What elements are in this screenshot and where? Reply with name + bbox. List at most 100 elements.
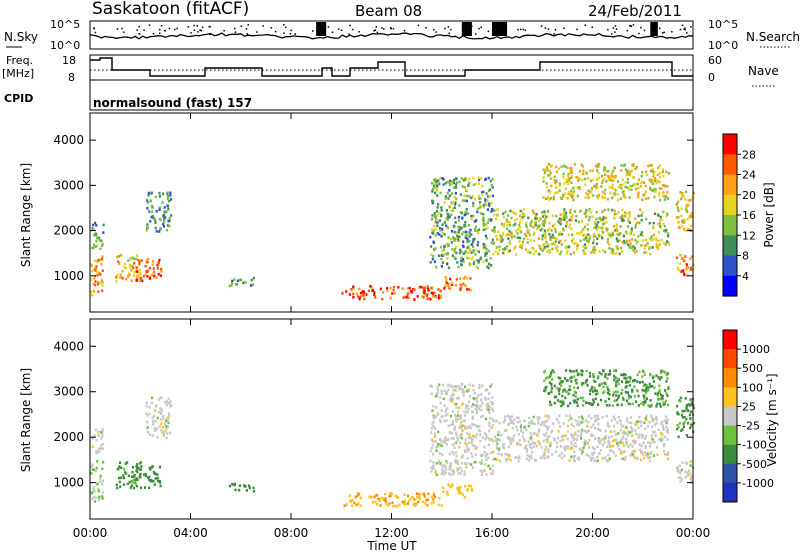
power-echo-cell [683, 228, 686, 231]
velocity-echo-cell [585, 381, 588, 385]
colorbar-block [723, 463, 737, 484]
power-echo-cell [433, 186, 436, 189]
power-echo-cell [595, 228, 598, 232]
velocity-echo-cell [165, 403, 168, 407]
velocity-echo-cell [448, 466, 451, 469]
power-echo-cell [644, 197, 647, 200]
colorbar-tick-label: 24 [742, 169, 756, 182]
power-echo-cell [484, 200, 487, 204]
velocity-echo-cell [489, 467, 492, 470]
power-colorbar-blocks [723, 134, 737, 297]
power-echo-cell [677, 268, 680, 272]
velocity-echo-cell [558, 387, 561, 391]
power-echo-cell [507, 249, 510, 253]
velocity-echo-cell [616, 390, 619, 394]
velocity-echo-cell [619, 422, 622, 426]
velocity-echo-cell [635, 420, 638, 424]
velocity-echo-cell [546, 456, 549, 459]
velocity-echo-cell [689, 478, 692, 481]
velocity-echo-cell [446, 461, 449, 465]
velocity-echo-cell [662, 401, 665, 404]
power-echo-region [135, 257, 163, 283]
velocity-echo-cell [608, 372, 612, 376]
velocity-echo-cell [101, 428, 104, 431]
velocity-echo-cell [638, 370, 641, 374]
power-echo-cell [582, 238, 586, 241]
velocity-echo-cell [96, 450, 99, 454]
velocity-echo-region [115, 460, 143, 490]
power-echo-cell [494, 209, 497, 212]
velocity-echo-cell [529, 436, 532, 440]
velocity-echo-cell [456, 459, 459, 463]
colorbar-block [723, 275, 737, 297]
power-echo-cell [433, 225, 436, 228]
velocity-echo-cell [654, 423, 657, 426]
velocity-echo-cell [480, 408, 483, 412]
power-echo-cell [499, 235, 502, 238]
power-echo-cell [608, 185, 611, 189]
power-echo-cell [158, 230, 161, 233]
power-echo-cell [505, 233, 508, 237]
velocity-echo-cell [661, 433, 664, 436]
velocity-echo-cell [630, 421, 633, 425]
power-echo-cell [558, 233, 561, 236]
velocity-echo-cell [637, 426, 640, 430]
velocity-echo-cell [449, 399, 452, 402]
velocity-echo-cell [638, 443, 641, 446]
power-echo-cell [549, 197, 553, 200]
power-echo-cell [146, 223, 149, 226]
velocity-echo-cell [430, 385, 433, 388]
power-echo-cell [453, 248, 456, 251]
velocity-echo-cell [681, 428, 684, 431]
velocity-echo-cell [557, 436, 560, 440]
velocity-colorbar-label: Velocity [m s⁻¹] [765, 373, 779, 466]
velocity-echo-cell [127, 474, 130, 478]
power-echo-cell [591, 215, 594, 218]
power-echo-cell [565, 180, 569, 184]
power-echo-cell [487, 249, 491, 253]
power-echo-cell [455, 278, 458, 281]
velocity-echo-cell [451, 420, 455, 423]
velocity-echo-cell [441, 383, 445, 387]
power-echo-cell [536, 225, 539, 228]
power-echo-cell [482, 224, 485, 227]
power-echo-cell [429, 297, 432, 301]
power-echo-cell [665, 191, 668, 195]
velocity-echo-cell [169, 400, 172, 403]
velocity-echo-cell [586, 442, 589, 445]
power-echo-cell [466, 288, 469, 291]
velocity-echo-cell [515, 425, 518, 429]
power-echo-cell [600, 234, 603, 238]
velocity-echo-cell [449, 462, 452, 465]
power-echo-cell [444, 285, 447, 288]
velocity-echo-cell [415, 503, 418, 506]
x-tick-label: 00:00 [676, 526, 711, 540]
velocity-echo-cell [148, 466, 151, 470]
power-echo-cell [614, 252, 617, 255]
velocity-echo-cell [550, 371, 553, 375]
power-echo-cell [454, 183, 458, 186]
power-echo-cell [632, 162, 635, 166]
velocity-echo-cell [509, 440, 512, 444]
velocity-echo-cell [370, 495, 373, 499]
power-echo-cell [461, 199, 464, 202]
velocity-echo-cell [91, 497, 94, 501]
power-echo-cell [612, 248, 615, 252]
power-echo-cell [625, 232, 628, 235]
power-echo-cell [558, 241, 561, 244]
power-echo-cell [482, 212, 485, 216]
power-echo-cell [451, 209, 454, 212]
power-echo-cell [592, 235, 595, 238]
power-echo-cell [555, 214, 558, 218]
power-echo-cell [587, 177, 590, 180]
power-echo-cell [597, 171, 600, 175]
power-echo-cell [649, 186, 652, 190]
velocity-echo-cell [512, 422, 515, 425]
power-echo-cell [610, 171, 613, 174]
velocity-echo-cell [237, 488, 241, 492]
velocity-echo-cell [595, 389, 598, 393]
velocity-echo-cell [162, 434, 165, 437]
power-echo-cell [482, 228, 485, 232]
power-echo-cell [446, 262, 449, 266]
velocity-echo-cell [585, 378, 588, 382]
